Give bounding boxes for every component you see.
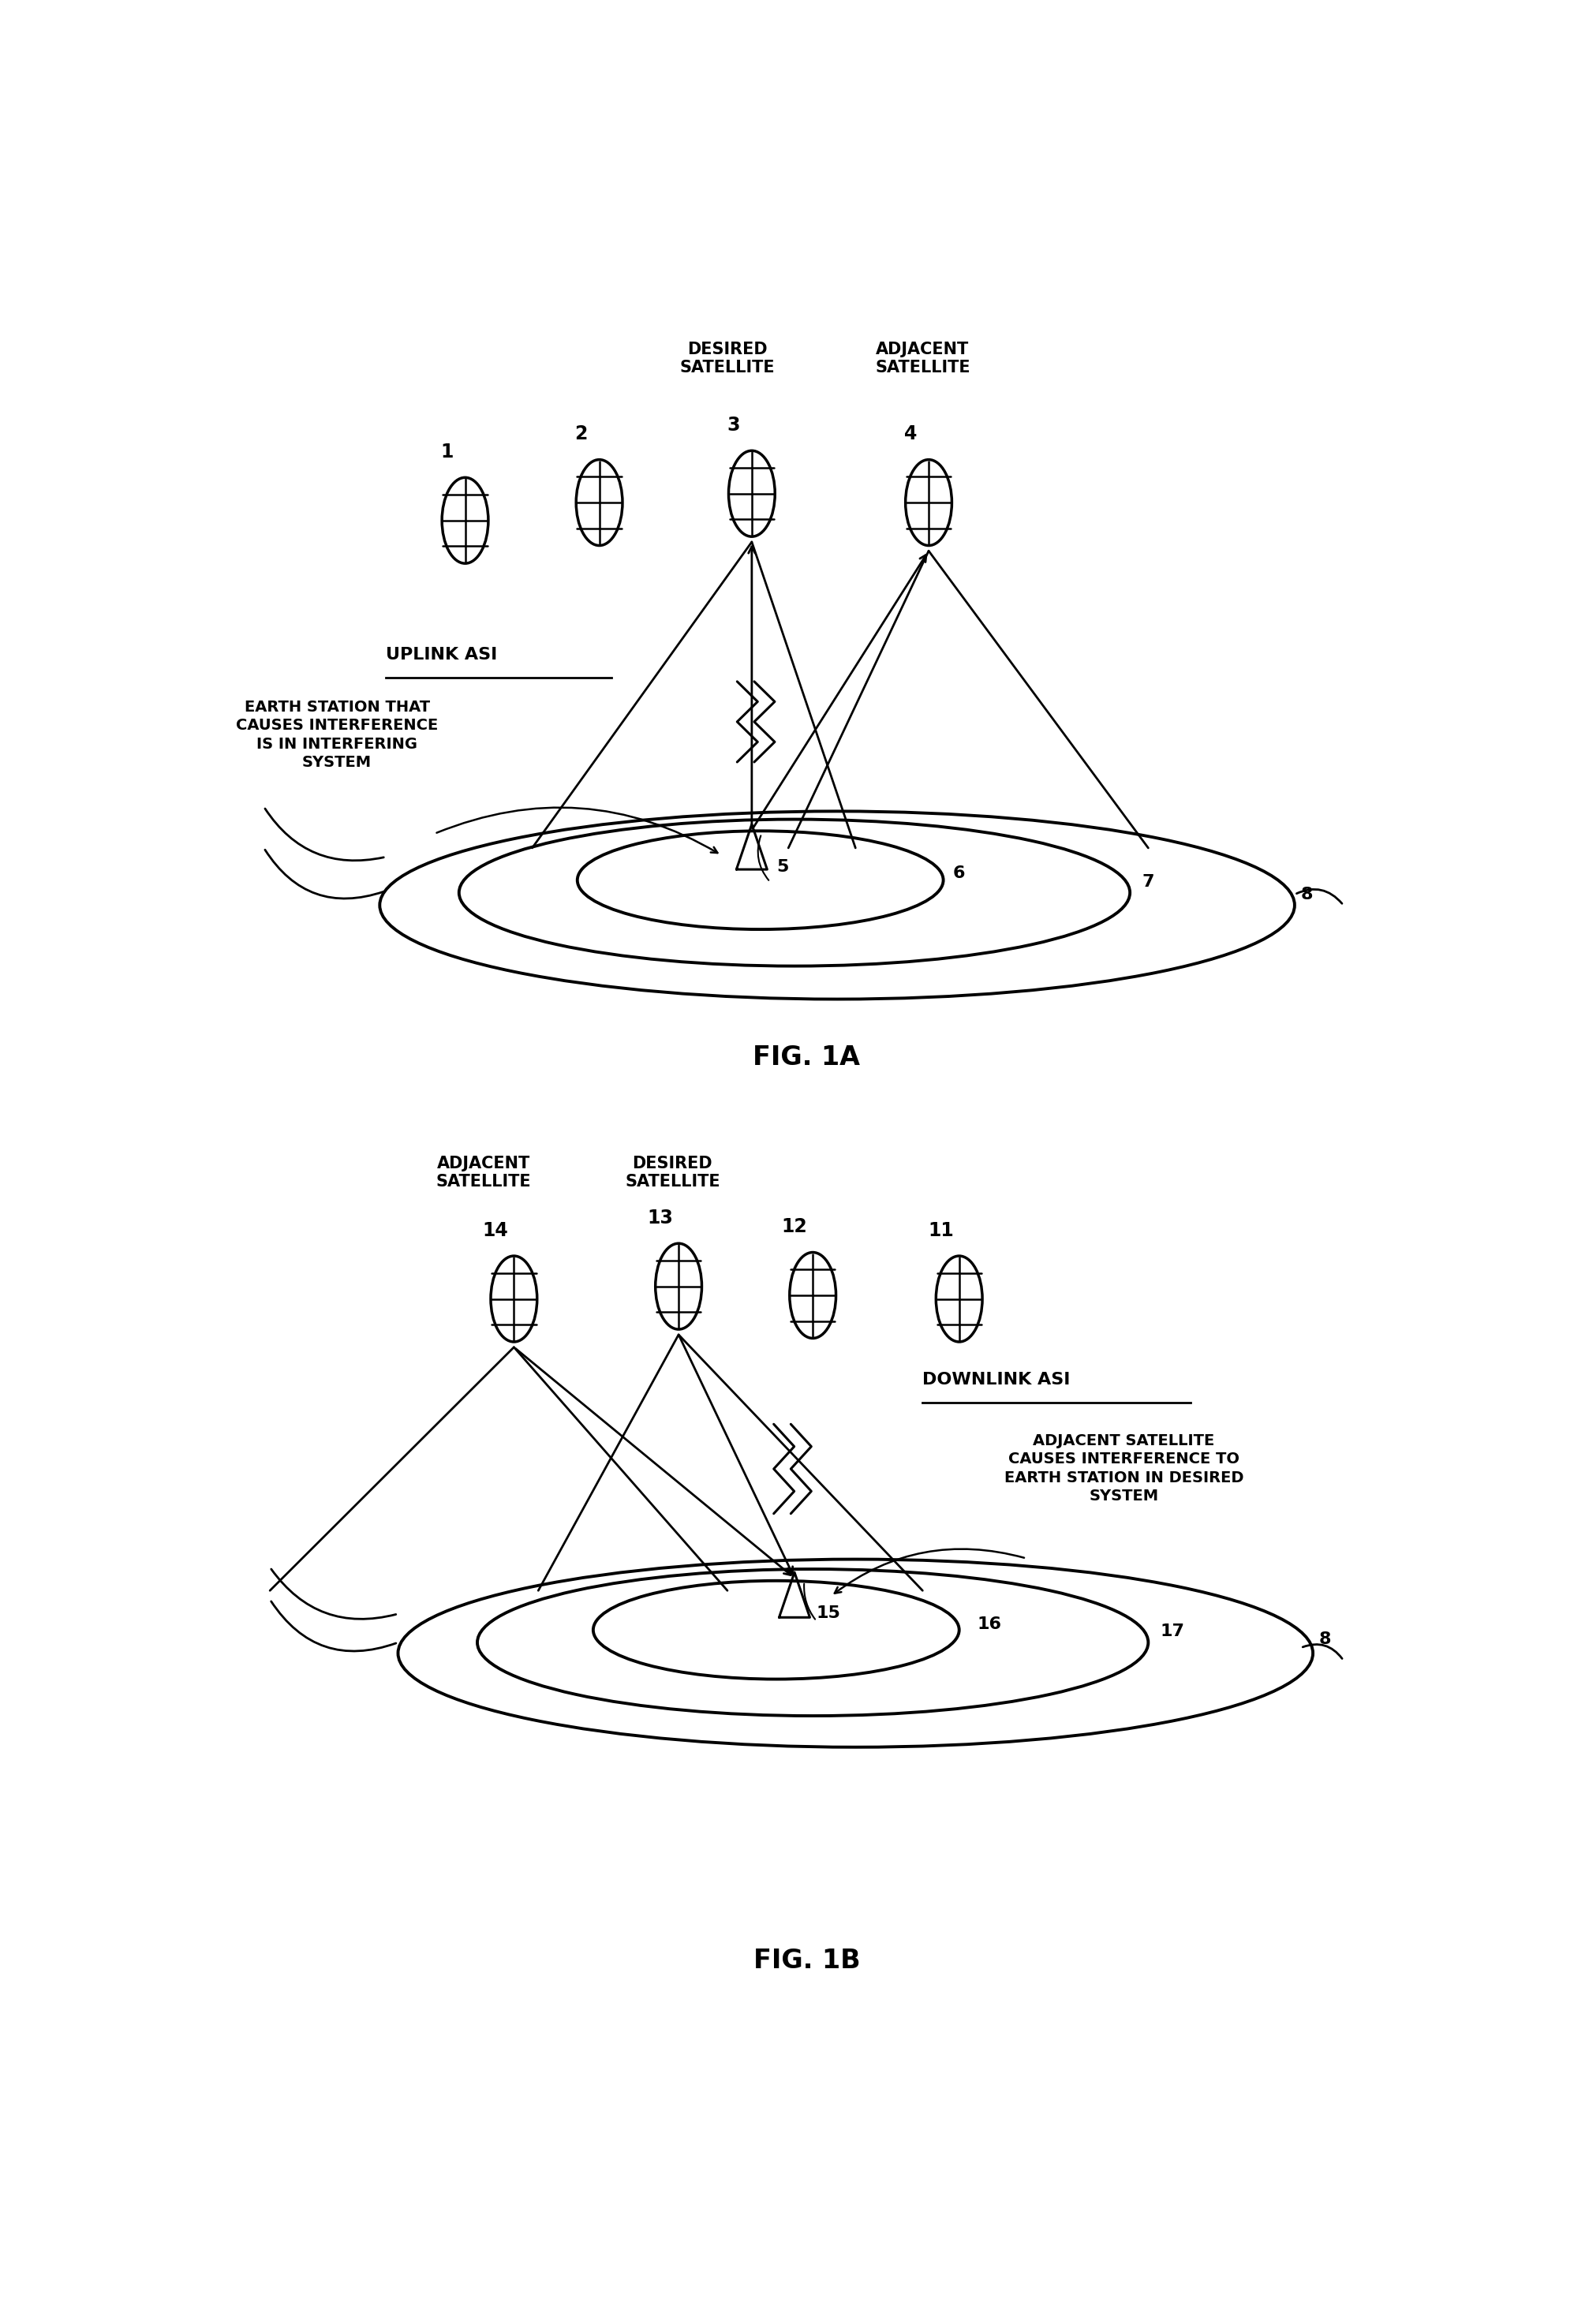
Text: 2: 2 — [575, 425, 587, 444]
Ellipse shape — [790, 1253, 836, 1339]
Ellipse shape — [491, 1255, 537, 1341]
Text: UPLINK ASI: UPLINK ASI — [386, 646, 497, 662]
Text: 16: 16 — [977, 1618, 1003, 1631]
Ellipse shape — [655, 1243, 702, 1329]
Text: 13: 13 — [647, 1208, 674, 1227]
Ellipse shape — [576, 460, 622, 546]
Text: DESIRED
SATELLITE: DESIRED SATELLITE — [680, 342, 774, 376]
Text: DESIRED
SATELLITE: DESIRED SATELLITE — [625, 1155, 719, 1190]
Ellipse shape — [937, 1255, 982, 1341]
Text: DOWNLINK ASI: DOWNLINK ASI — [922, 1371, 1070, 1387]
Text: 8: 8 — [1319, 1631, 1332, 1648]
Text: ADJACENT
SATELLITE: ADJACENT SATELLITE — [875, 342, 970, 376]
Text: 6: 6 — [952, 865, 965, 881]
Text: 1: 1 — [441, 442, 453, 462]
Text: 5: 5 — [776, 860, 789, 874]
Text: FIG. 1A: FIG. 1A — [752, 1043, 861, 1071]
Text: 7: 7 — [1143, 874, 1154, 890]
Text: 4: 4 — [903, 425, 916, 444]
Text: 11: 11 — [929, 1220, 954, 1239]
Text: 8: 8 — [1300, 885, 1313, 902]
Text: ADJACENT
SATELLITE: ADJACENT SATELLITE — [436, 1155, 530, 1190]
Text: 17: 17 — [1160, 1624, 1185, 1641]
Text: 14: 14 — [483, 1220, 508, 1239]
Ellipse shape — [905, 460, 952, 546]
Ellipse shape — [442, 476, 488, 562]
Text: 15: 15 — [817, 1606, 841, 1622]
Text: 3: 3 — [727, 416, 740, 435]
Ellipse shape — [729, 451, 774, 537]
Text: ADJACENT SATELLITE
CAUSES INTERFERENCE TO
EARTH STATION IN DESIRED
SYSTEM: ADJACENT SATELLITE CAUSES INTERFERENCE T… — [1004, 1434, 1243, 1504]
Text: EARTH STATION THAT
CAUSES INTERFERENCE
IS IN INTERFERING
SYSTEM: EARTH STATION THAT CAUSES INTERFERENCE I… — [236, 700, 438, 769]
Text: 12: 12 — [782, 1218, 807, 1236]
Text: FIG. 1B: FIG. 1B — [754, 1948, 859, 1973]
